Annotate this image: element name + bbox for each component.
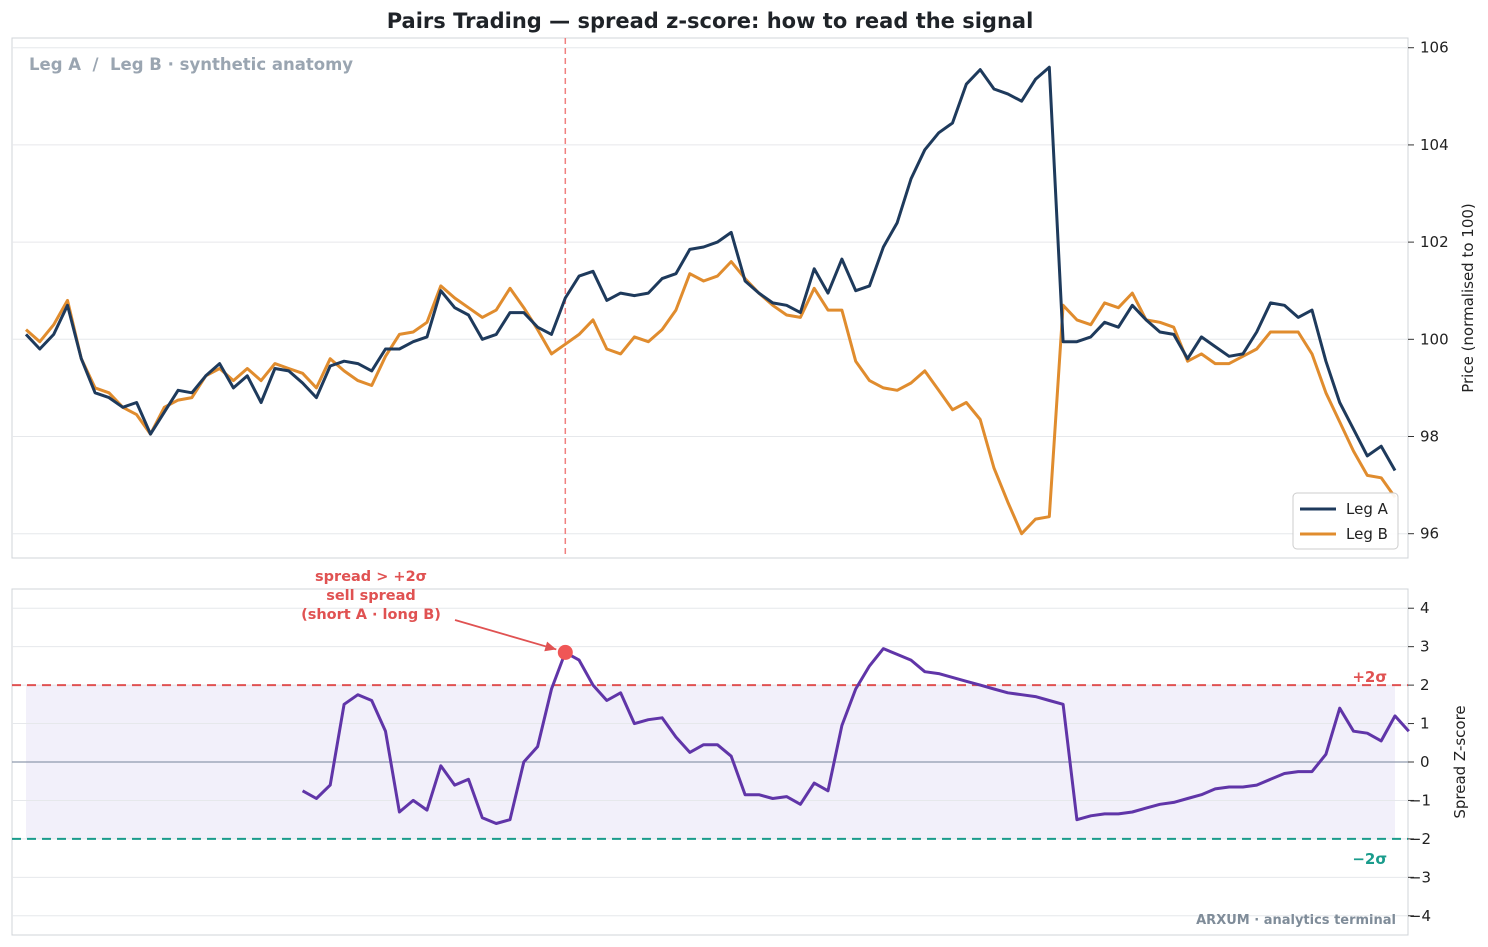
lower-threshold-label: −2σ [1352, 850, 1387, 868]
annotation-line-1: spread > +2σ [315, 569, 427, 585]
price-y-axis-label: Price (normalised to 100) [1459, 203, 1477, 393]
price-series-lines [24, 65, 1397, 536]
price-legend: Leg A Leg B [1292, 492, 1399, 550]
entry-signal-marker [557, 644, 573, 660]
legend-label-leg-a: Leg A [1346, 500, 1389, 518]
price-tick-label: 102 [1420, 233, 1449, 251]
zscore-tick-label: −1 [1409, 791, 1431, 809]
price-axis-ticks: 96 98 100 102 104 106 [1408, 39, 1449, 543]
price-panel: 96 98 100 102 104 106 Leg A / Leg B · synthet… [11, 37, 1477, 559]
entry-annotation: spread > +2σ sell spread (short A · long… [301, 569, 573, 660]
panel-watermark: Leg A / Leg B · synthetic anatomy [29, 55, 353, 74]
zscore-tick-label: 4 [1420, 599, 1430, 617]
price-gridlines [12, 47, 1408, 535]
sigma-thresholds: +2σ −2σ [12, 668, 1408, 868]
zscore-tick-label: 2 [1420, 676, 1430, 694]
price-tick-label: 98 [1420, 428, 1439, 446]
annotation-arrow-head [544, 641, 557, 652]
price-tick-label: 106 [1420, 39, 1449, 57]
legend-label-leg-b: Leg B [1346, 525, 1388, 543]
zscore-axis-ticks: −4 −3 −2 −1 0 1 2 3 4 [1408, 599, 1431, 925]
zscore-tick-label: 1 [1420, 715, 1430, 733]
annotation-arrow-shaft [454, 619, 557, 651]
chart-title: Pairs Trading — spread z-score: how to r… [387, 9, 1034, 33]
annotation-line-2: sell spread [326, 588, 416, 604]
leg-b-line [25, 260, 1397, 536]
zscore-tick-label: −2 [1409, 830, 1431, 848]
zscore-tick-label: −3 [1409, 868, 1431, 886]
zscore-panel: −4 −3 −2 −1 0 1 2 3 4 +2σ −2σ spread > +2σ sell s… [11, 569, 1469, 936]
upper-threshold-label: +2σ [1352, 668, 1387, 686]
zscore-line [301, 647, 1410, 825]
brand-footer: ARXUM · analytics terminal [1196, 913, 1396, 928]
price-plot-area [11, 37, 1409, 559]
zscore-y-axis-label: Spread Z-score [1451, 705, 1469, 818]
zscore-tick-label: 0 [1420, 753, 1430, 771]
price-tick-label: 96 [1420, 525, 1439, 543]
zscore-tick-label: 3 [1420, 638, 1430, 656]
annotation-line-3: (short A · long B) [301, 607, 441, 623]
leg-a-line [24, 65, 1397, 472]
zscore-tick-label: −4 [1409, 907, 1431, 925]
price-tick-label: 100 [1420, 330, 1449, 348]
zscore-series-line [301, 647, 1410, 825]
price-tick-label: 104 [1420, 136, 1449, 154]
